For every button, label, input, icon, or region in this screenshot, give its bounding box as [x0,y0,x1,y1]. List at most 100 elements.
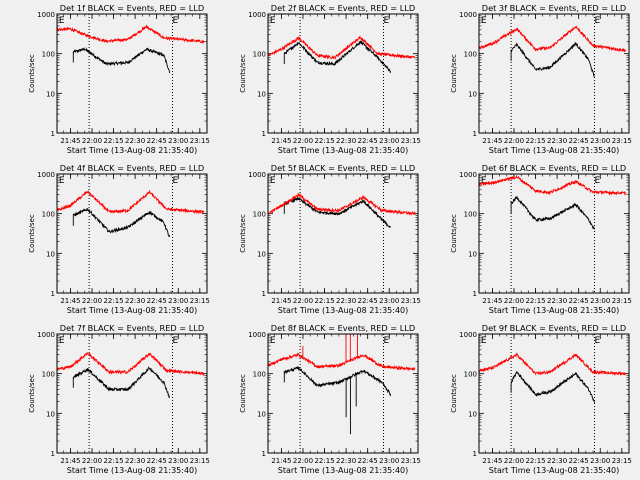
y-tick-label: 1 [473,130,477,138]
x-tick-label: 23:00 [379,137,399,145]
y-tick-label: 10 [257,90,266,98]
detector-panel-9: Det 9f BLACK = Events, RED = LLD Counts/s… [450,323,632,475]
y-tick-label: 100 [42,371,55,379]
y-tick-label: 10 [257,410,266,418]
x-tick-label: 23:15 [401,297,421,305]
x-tick-label: 22:00 [293,457,313,465]
x-axis-label: Start Time (13-Aug-08 21:35:40) [278,466,409,475]
x-tick-label: 22:15 [103,137,123,145]
marker-e: E [594,336,600,346]
detector-panel-1: Det 1f BLACK = Events, RED = LLD Counts/s… [28,3,210,155]
x-axis-label: Start Time (13-Aug-08 21:35:40) [489,306,620,315]
y-axis-label: Counts/sec [28,374,36,413]
y-tick-label: 1 [51,290,55,298]
x-tick-label: 22:15 [525,297,545,305]
x-tick-label: 22:45 [147,457,167,465]
x-tick-label: 22:00 [504,137,524,145]
x-tick-label: 22:30 [547,457,567,465]
x-tick-label: 22:15 [314,297,334,305]
x-tick-label: 21:45 [60,137,80,145]
x-tick-label: 23:15 [612,457,632,465]
x-tick-label: 22:30 [547,137,567,145]
series-events-line [72,207,171,238]
marker-e: E [59,176,65,186]
marker-e: E [270,176,276,186]
x-tick-label: 22:45 [569,457,589,465]
x-tick-label: 21:45 [482,457,502,465]
plot-frame [267,173,419,294]
plot-frame [478,13,630,134]
y-tick-label: 100 [42,51,55,59]
marker-e: E [481,336,487,346]
y-tick-label: 100 [464,51,477,59]
x-tick-label: 22:30 [336,137,356,145]
y-axis-label: Counts/sec [239,214,247,253]
y-tick-label: 100 [42,211,55,219]
y-axis-label: Counts/sec [239,54,247,93]
x-tick-label: 22:00 [82,297,102,305]
marker-e: E [383,16,389,26]
plot-frame [56,13,208,134]
x-tick-label: 22:15 [314,457,334,465]
series-events-line [510,196,595,230]
x-tick-label: 23:00 [379,297,399,305]
panel-title: Det 6f BLACK = Events, RED = LLD [482,163,626,173]
y-axis-label: Counts/sec [450,54,458,93]
panel-title: Det 1f BLACK = Events, RED = LLD [60,3,204,13]
x-tick-label: 22:45 [358,297,378,305]
y-axis-label: Counts/sec [450,214,458,253]
detector-panel-3: Det 3f BLACK = Events, RED = LLD Counts/s… [450,3,632,155]
detector-panel-8: Det 8f BLACK = Events, RED = LLD Counts/s… [239,323,421,475]
marker-e: E [172,16,178,26]
y-tick-label: 100 [253,211,266,219]
y-tick-label: 10 [468,250,477,258]
series-lld-line [478,174,627,196]
series-events-line [283,196,391,229]
x-tick-label: 22:45 [147,137,167,145]
x-tick-label: 23:00 [168,137,188,145]
series-events-line [510,41,595,79]
x-tick-label: 22:30 [125,137,145,145]
series-lld-line [267,35,416,60]
x-tick-label: 22:00 [82,457,102,465]
x-axis-label: Start Time (13-Aug-08 21:35:40) [278,146,409,155]
y-tick-label: 1 [51,450,55,458]
plot-frame [267,333,419,454]
x-tick-label: 22:15 [103,297,123,305]
series-events-line [283,365,392,435]
plot-frame [56,173,208,294]
x-tick-label: 23:00 [590,457,610,465]
plot-frame [478,173,630,294]
x-tick-label: 22:00 [504,457,524,465]
y-tick-label: 10 [468,90,477,98]
x-tick-label: 22:15 [525,137,545,145]
series-lld-line [267,192,416,216]
y-axis-label: Counts/sec [239,374,247,413]
y-tick-label: 1000 [248,331,266,339]
x-tick-label: 22:45 [569,137,589,145]
x-tick-label: 22:00 [293,137,313,145]
y-tick-label: 1000 [37,171,55,179]
y-axis-label: Counts/sec [450,374,458,413]
y-tick-label: 1000 [459,331,477,339]
series-events-line [283,39,392,73]
x-axis-label: Start Time (13-Aug-08 21:35:40) [67,146,198,155]
y-tick-label: 1000 [37,331,55,339]
x-tick-label: 22:30 [125,297,145,305]
panel-title: Det 9f BLACK = Events, RED = LLD [482,323,626,333]
plot-frame [267,13,419,134]
plot-frame [478,333,630,454]
series-lld-line [56,189,205,215]
y-tick-label: 1000 [459,171,477,179]
x-tick-label: 23:15 [612,297,632,305]
plot-frame [56,333,208,454]
x-axis-label: Start Time (13-Aug-08 21:35:40) [67,306,198,315]
panel-title: Det 5f BLACK = Events, RED = LLD [271,163,415,173]
x-tick-label: 21:45 [60,297,80,305]
y-tick-label: 10 [46,90,55,98]
marker-e: E [481,16,487,26]
series-events-line [72,46,171,74]
panel-title: Det 2f BLACK = Events, RED = LLD [271,3,415,13]
x-tick-label: 23:00 [379,457,399,465]
